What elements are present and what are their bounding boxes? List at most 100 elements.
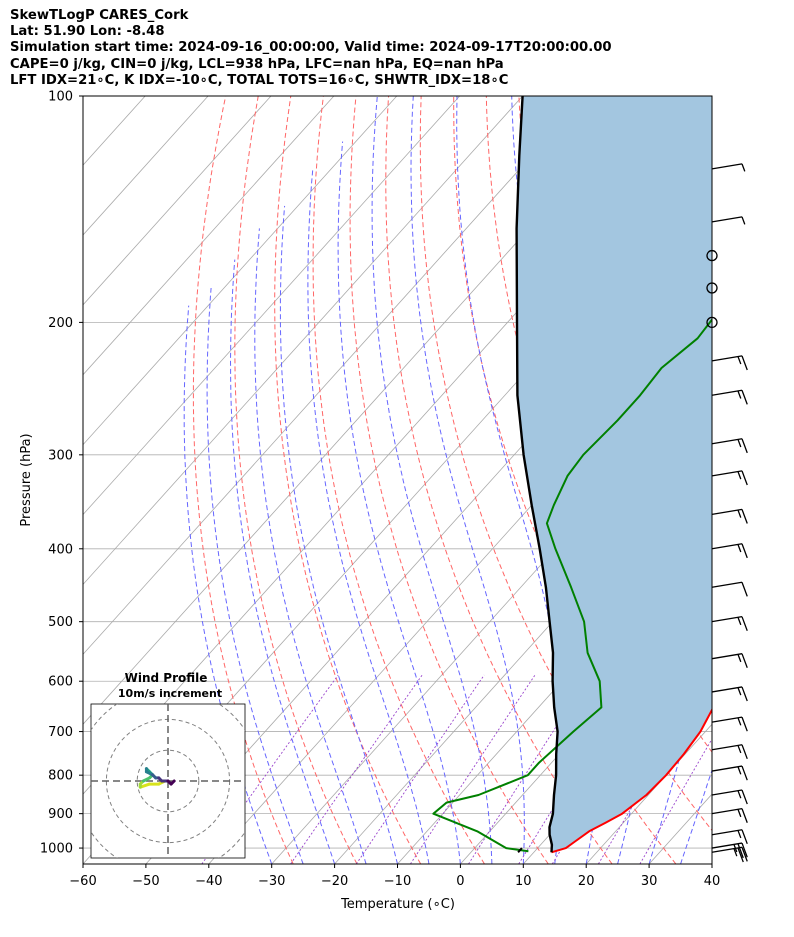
barb-flag [741,789,748,805]
barb-flag [741,582,748,597]
barb-staff [711,829,743,836]
location-line: Lat: 51.90 Lon: -8.48 [10,24,165,40]
barb-flag [741,744,748,760]
barb-flag [737,809,742,818]
x-tick-label: −30 [258,874,285,889]
barb-flag [737,356,742,365]
wind-barb [711,765,748,781]
y-tick-label: 400 [48,542,73,557]
moist-adiabat-line [711,862,712,864]
barb-flag [741,847,748,862]
cape-cin-area [516,96,712,853]
barb-flag [741,765,748,781]
wind-barb [711,829,748,845]
x-tick-label: 40 [704,874,721,889]
barb-staff [711,389,743,396]
x-tick-label: 0 [456,874,464,889]
wind-barb [711,653,748,669]
barb-flag [737,617,742,626]
barb-flag [741,509,748,524]
y-tick-label: 800 [48,769,73,784]
isotherm-line [145,234,712,864]
y-tick-label: 600 [48,675,73,690]
barb-staff [711,543,743,550]
wind-barb [711,716,748,732]
moist-adiabat-line [680,768,712,864]
barb-flag [741,163,746,172]
barb-staff [711,744,743,751]
moist-adiabat-line [337,141,461,864]
parcel-line [515,96,559,853]
wind-barb [711,808,748,823]
barb-flag [741,438,748,454]
y-tick-label: 200 [48,316,73,331]
isotherm-line [83,96,209,236]
barb-staff [711,438,743,445]
barb-staff [711,581,743,588]
dry-adiabat-line [312,96,485,864]
hodograph-ring [136,749,200,813]
x-tick-label: 10 [515,874,532,889]
barb-flag [741,653,748,669]
barb-flag [741,716,748,732]
barb-flag [737,766,742,775]
wind-barb [711,508,748,524]
wind-barb [711,470,748,486]
cape-shading [516,96,712,853]
isotherm-line [83,96,272,306]
x-tick-label: −20 [321,874,348,889]
hodograph: Wind Profile 10m/s increment [90,671,246,859]
moist-adiabat-line [254,228,367,864]
barb-flag [737,544,742,553]
barb-flag [741,216,746,225]
calm-wind-circle [706,282,718,294]
barb-flag [737,830,742,839]
isotherm-line [397,513,712,864]
barb-staff [711,163,743,170]
barb-staff [711,470,743,477]
barb-flag [737,687,742,696]
hodograph-title: Wind Profile [125,671,208,685]
dry-adiabat-line [274,96,422,864]
dry-adiabat-line [714,96,794,864]
moist-adiabat-line [229,259,336,864]
isotherm-line [83,96,398,446]
barb-staff [711,616,743,623]
mixing-ratio-line [468,674,590,864]
hodograph-segment [138,782,152,789]
calm-wind-circle [706,249,718,262]
wind-barb [711,744,748,760]
isotherm-line [711,863,712,864]
barb-staff [711,846,743,853]
y-axis-label: Pressure (hPa) [19,433,34,526]
barb-flag [737,390,742,399]
chart-header: SkewTLogP CARES_Cork Lat: 51.90 Lon: -8.… [10,8,780,89]
wind-barb [711,216,746,225]
moist-adiabat-line [206,287,304,864]
barb-staff [711,653,743,660]
wind-barb [711,616,748,631]
barb-flag [737,745,742,754]
barb-flag [741,616,748,631]
wind-barb [711,163,746,172]
barb-staff [711,216,743,223]
barb-staff [711,808,743,815]
barb-flag [741,470,748,486]
barb-flag [741,355,748,371]
barb-flag [741,390,748,405]
isotherm-line [83,96,586,655]
moist-adiabat-line [183,305,273,864]
barb-flag [733,848,738,857]
wind-barb [711,789,748,805]
barb-flag [737,843,744,859]
index-line: LFT IDX=21∘C, K IDX=-10∘C, TOTAL TOTS=16… [10,72,509,88]
barb-flag [741,829,748,845]
mixing-ratio-line [410,674,536,864]
chart-title: SkewTLogP CARES_Cork [10,8,189,23]
mixing-ratio-line [355,674,485,864]
barb-staff [711,716,743,723]
temperature-line [551,707,712,854]
barb-flag [737,509,742,518]
wind-barb [711,355,748,371]
